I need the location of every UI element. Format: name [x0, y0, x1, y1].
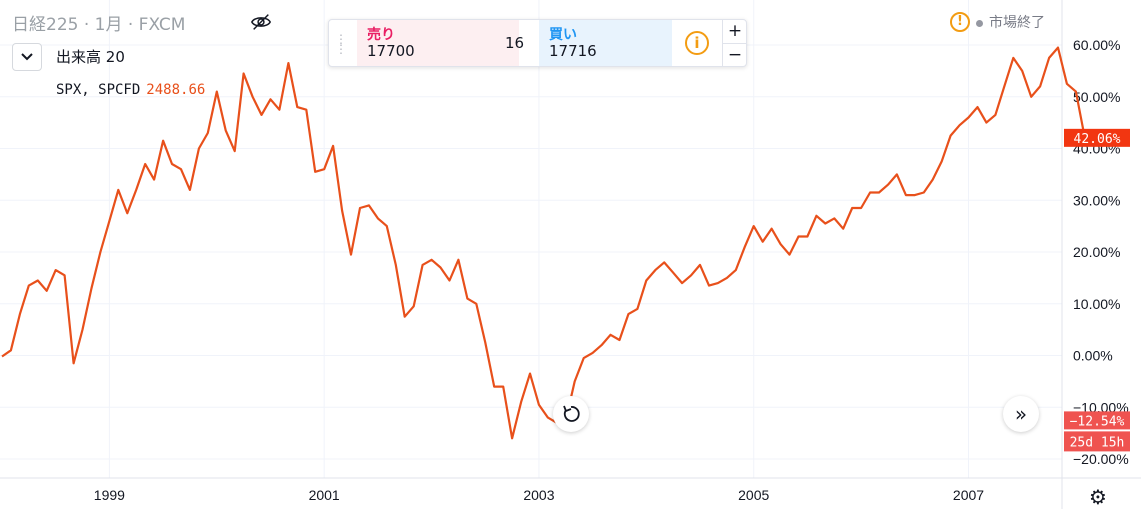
reset-button[interactable]: [553, 396, 589, 432]
y-tick-label: −10.00%: [1073, 399, 1129, 415]
market-status: 市場終了: [976, 12, 1045, 32]
svg-text:42.06%: 42.06%: [1074, 132, 1121, 147]
y-tick-label: 30.00%: [1073, 192, 1120, 208]
x-tick-label: 2001: [309, 487, 340, 503]
x-tick-label: 1999: [94, 487, 125, 503]
info-icon[interactable]: i: [685, 31, 709, 55]
time-axis[interactable]: 1999 2001 2003 2005 2007: [94, 487, 984, 503]
y-tick-label: 60.00%: [1073, 37, 1120, 53]
volume-label: 出来高: [56, 48, 102, 66]
buy-label: 買い: [549, 27, 577, 43]
series-line: [1, 46, 1086, 440]
settings-gear-icon[interactable]: ⚙: [1089, 485, 1107, 509]
volume-value: 20: [105, 48, 125, 66]
y-tick-label: −20.00%: [1073, 451, 1129, 467]
countdown-badge: 25d 15h: [1064, 431, 1130, 452]
low-value-badge: −12.54%: [1064, 411, 1130, 430]
x-tick-label: 2007: [953, 487, 984, 503]
buy-price: 17716: [549, 42, 597, 60]
overlay-legend[interactable]: SPX, SPCFD 2488.66: [56, 82, 205, 98]
y-tick-label: 50.00%: [1073, 89, 1120, 105]
symbol-title[interactable]: 日経225 · 1月 · FXCM: [12, 15, 186, 35]
buy-button[interactable]: 買い 17716: [539, 20, 672, 66]
y-tick-label: 10.00%: [1073, 296, 1120, 312]
minus-button[interactable]: −: [722, 43, 747, 67]
price-axis[interactable]: 60.00%50.00%40.00%30.00%20.00%10.00%0.00…: [1073, 37, 1129, 467]
overlay-symbol: SPX, SPCFD: [56, 82, 141, 98]
warning-icon[interactable]: !: [950, 12, 970, 32]
chevron-down-icon: [21, 53, 33, 61]
status-dot-icon: [976, 19, 983, 27]
hide-eye-icon[interactable]: [250, 11, 272, 33]
scroll-to-realtime-button[interactable]: »: [1003, 396, 1039, 432]
market-status-text: 市場終了: [989, 15, 1045, 31]
chart-grid: [0, 0, 1062, 478]
sell-price: 17700: [367, 42, 415, 60]
sell-label: 売り: [367, 27, 395, 43]
collapse-legend-button[interactable]: [12, 43, 42, 71]
current-value-badge: 42.06%: [1064, 128, 1130, 147]
svg-text:−12.54%: −12.54%: [1070, 414, 1125, 429]
volume-legend[interactable]: 出来高 20: [56, 46, 125, 67]
reset-icon: [563, 405, 580, 422]
svg-text:25d 15h: 25d 15h: [1070, 435, 1125, 450]
spread-value: 16: [505, 34, 525, 52]
plus-button[interactable]: +: [722, 20, 747, 43]
x-tick-label: 2005: [738, 487, 769, 503]
y-tick-label: 20.00%: [1073, 244, 1120, 260]
price-badges: 42.06% −12.54% 25d 15h: [1064, 128, 1130, 452]
y-tick-label: 0.00%: [1073, 348, 1113, 364]
sell-button[interactable]: 売り 17700: [357, 20, 519, 66]
overlay-value: 2488.66: [146, 82, 206, 98]
trade-panel: ⋮ ⋮ 売り 17700 16 買い 17716 i + −: [328, 19, 747, 67]
x-tick-label: 2003: [523, 487, 554, 503]
double-chevron-right-icon: »: [1014, 402, 1028, 426]
drag-handle-icon[interactable]: ⋮ ⋮: [335, 32, 347, 56]
